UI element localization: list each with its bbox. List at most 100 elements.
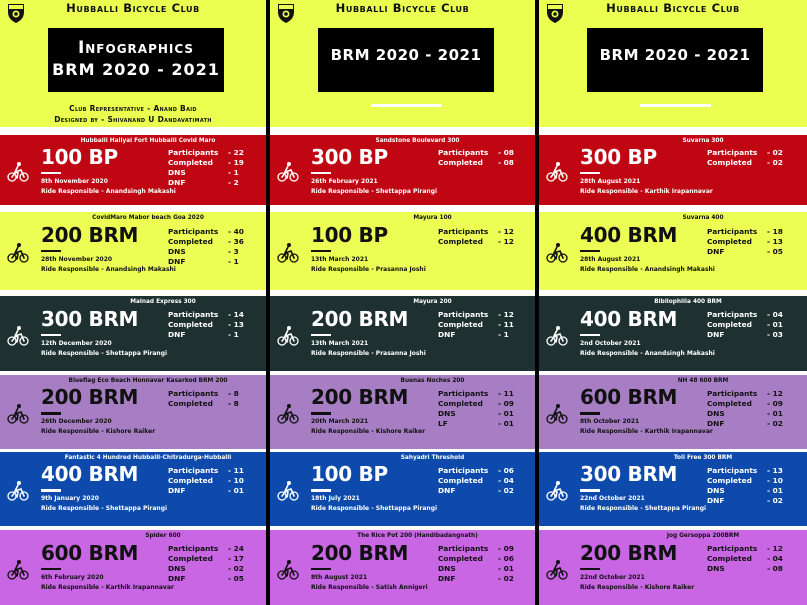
stat-label: Participants xyxy=(707,310,758,320)
title-line: BRM 2020 - 2021 xyxy=(599,46,751,64)
stat-value: - 01 xyxy=(767,409,783,419)
stat-value: - 09 xyxy=(767,399,783,409)
distance-underline xyxy=(41,333,61,336)
column-header: Hubballi Bicycle Club BRM 2020 - 2021 xyxy=(539,0,807,127)
stat-row: Participants - 40 xyxy=(168,227,244,237)
event-card: Spider 600 600 BRM 6th February 2020 Ride R… xyxy=(0,530,266,605)
event-card: Jog Gersoppa 200BRM 200 BRM 22nd October 2… xyxy=(539,530,807,605)
stat-value: - 05 xyxy=(228,574,244,584)
event-distance: 300 BP xyxy=(311,144,388,169)
stat-label: Completed xyxy=(438,158,483,168)
cyclist-icon xyxy=(277,480,299,502)
stat-value: - 04 xyxy=(498,476,514,486)
stat-row: Completed - 04 xyxy=(438,476,514,486)
stat-label: DNF xyxy=(438,330,456,340)
stat-label: Participants xyxy=(707,148,758,158)
stat-value: - 12 xyxy=(767,544,783,554)
club-representative: Club Representative - Anand Baid xyxy=(69,104,197,113)
stat-row: Participants - 04 xyxy=(707,310,783,320)
event-date: 6th February 2020 xyxy=(41,573,104,581)
event-date: 26th December 2020 xyxy=(41,418,112,426)
event-name: Spider 600 xyxy=(145,533,181,539)
stat-row: Participants - 12 xyxy=(707,544,783,554)
ride-responsible: Ride Responsible - Kishore Raiker xyxy=(41,428,156,436)
club-logo-icon xyxy=(545,2,565,24)
distance-underline xyxy=(311,249,331,253)
stat-row: DNS - 01 xyxy=(707,409,783,419)
stat-value: - 3 xyxy=(228,246,239,256)
stat-value: - 22 xyxy=(228,148,244,158)
stat-value: - 8 xyxy=(228,399,239,409)
title-box: BRM 2020 - 2021 xyxy=(587,28,763,107)
stat-label: Completed xyxy=(168,399,213,409)
event-date: 28th November 2020 xyxy=(41,255,113,263)
stat-row: Completed - 09 xyxy=(707,399,783,409)
stat-value: - 13 xyxy=(767,466,783,476)
club-logo-icon xyxy=(276,2,296,24)
stat-value: - 08 xyxy=(498,148,514,158)
stat-row: LF - 01 xyxy=(438,419,514,429)
stat-label: Participants xyxy=(707,466,758,476)
cyclist-icon xyxy=(277,325,299,347)
stat-row: DNF - 1 xyxy=(438,330,514,340)
event-stats: Participants - 08 Completed - 08 xyxy=(438,148,514,168)
event-distance: 200 BRM xyxy=(311,385,409,410)
ride-responsible: Ride Responsible - Karthik Irapannavar xyxy=(41,583,174,591)
distance-underline xyxy=(311,171,331,175)
event-distance: 600 BRM xyxy=(580,385,678,410)
stat-label: DNS xyxy=(707,486,725,496)
stat-row: DNF - 05 xyxy=(168,574,244,584)
stat-label: Completed xyxy=(438,476,483,486)
event-name: Toll Free 300 BRM xyxy=(673,455,733,461)
stat-value: - 01 xyxy=(228,486,244,496)
stat-row: Completed - 08 xyxy=(438,158,514,168)
ride-responsible: Ride Responsible - Shettappa Pirangi xyxy=(41,505,168,513)
stat-row: Participants - 22 xyxy=(168,148,244,158)
stat-value: - 04 xyxy=(767,554,783,564)
event-card: Sahyadri Threshold 100 BP 18th July 2021 Ri… xyxy=(270,452,535,526)
stat-value: - 04 xyxy=(767,310,783,320)
stat-row: DNS - 1 xyxy=(168,168,244,178)
event-date: 12th December 2020 xyxy=(41,339,112,347)
event-date: 13th March 2021 xyxy=(311,339,369,347)
stat-label: Completed xyxy=(168,236,213,246)
column-header: Hubballi Bicycle Club Infographics BRM 202… xyxy=(0,0,266,127)
event-stats: Participants - 12 Completed - 09 DNS - 01 DNF -… xyxy=(707,389,783,429)
stat-value: - 10 xyxy=(228,476,244,486)
event-card: Malnad Express 300 300 BRM 12th December 2… xyxy=(0,296,266,371)
cyclist-icon xyxy=(7,325,29,347)
distance-underline xyxy=(580,249,600,253)
stat-row: Participants - 12 xyxy=(438,310,514,320)
stat-row: Participants - 08 xyxy=(438,148,514,158)
stat-label: Completed xyxy=(168,158,213,168)
distance-underline xyxy=(311,489,331,492)
event-card: Sandstone Boulevard 300 300 BP 26th Februa… xyxy=(270,135,535,205)
stat-value: - 12 xyxy=(498,236,514,246)
stat-value: - 01 xyxy=(498,419,514,429)
event-card: Mayura 200 200 BRM 13th March 2021 Ride Res… xyxy=(270,296,535,371)
title-line: BRM 2020 - 2021 xyxy=(330,46,482,64)
cyclist-icon xyxy=(277,242,299,264)
stat-row: DNS - 02 xyxy=(168,564,244,574)
stat-value: - 12 xyxy=(498,226,514,236)
stat-label: Participants xyxy=(438,148,489,158)
ride-responsible: Ride Responsible - Kishore Raiker xyxy=(311,428,426,436)
event-distance: 200 BRM xyxy=(311,306,409,331)
stat-value: - 06 xyxy=(498,466,514,476)
distance-underline xyxy=(41,567,61,570)
stat-row: Participants - 12 xyxy=(707,389,783,399)
stat-value: - 11 xyxy=(498,389,514,399)
stat-value: - 09 xyxy=(498,399,514,409)
event-name: Jog Gersoppa 200BRM xyxy=(666,533,740,539)
event-name: Blueflag Eco Beach Honnavar Kasarkod BRM… xyxy=(68,378,228,384)
event-name: Fantastic 4 Hundred Hubballi-Chitradurga… xyxy=(64,455,232,461)
stat-row: Completed - 13 xyxy=(707,237,783,247)
event-stats: Participants - 13 Completed - 10 DNS - 01 DNF -… xyxy=(707,466,783,506)
stat-value: - 1 xyxy=(228,256,239,266)
stat-value: - 01 xyxy=(498,409,514,419)
event-stats: Participants - 09 Completed - 06 DNS - 01 DNF -… xyxy=(438,544,514,584)
stat-value: - 08 xyxy=(767,564,783,574)
stat-label: DNS xyxy=(438,564,456,574)
designer-credit: Designed by - Shivanand U Dandavatimath xyxy=(54,115,212,124)
event-card: NH 48 600 BRM 600 BRM 8th October 2021 Ride… xyxy=(539,375,807,449)
